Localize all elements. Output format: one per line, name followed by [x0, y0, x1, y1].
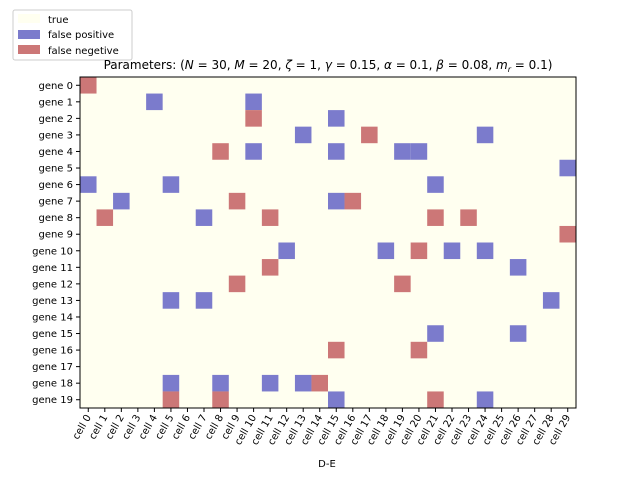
- false-positive-cell: [394, 143, 411, 160]
- x-axis-label: D-E: [318, 459, 336, 470]
- false-positive-cell: [542, 292, 560, 309]
- false-positive-cell: [278, 242, 295, 260]
- y-tick-label: gene 9: [38, 230, 73, 241]
- false-positive-cell: [212, 374, 229, 392]
- y-tick-label: gene 3: [38, 130, 73, 141]
- false-negative-cell: [212, 143, 229, 160]
- false-positive-cell: [328, 192, 345, 210]
- y-tick-label: gene 8: [38, 213, 73, 224]
- false-positive-cell: [245, 143, 262, 160]
- y-tick-label: gene 10: [32, 246, 73, 257]
- y-tick-label: gene 11: [32, 263, 73, 274]
- false-negative-cell: [410, 341, 428, 359]
- false-negative-cell: [96, 209, 114, 226]
- y-tick-label: gene 0: [38, 81, 73, 92]
- false-negative-cell: [427, 209, 444, 226]
- false-negative-cell: [361, 126, 378, 144]
- y-tick-label: gene 7: [38, 197, 73, 208]
- false-positive-cell: [80, 176, 97, 193]
- y-tick-label: gene 12: [32, 279, 73, 290]
- y-tick-label: gene 1: [38, 97, 73, 108]
- false-negative-cell: [344, 192, 362, 210]
- false-positive-cell: [559, 159, 576, 177]
- y-tick-label: gene 13: [32, 296, 73, 307]
- false-positive-cell: [294, 374, 312, 392]
- false-positive-cell: [509, 325, 527, 342]
- legend-swatch-true: [18, 14, 40, 23]
- false-positive-cell: [162, 292, 180, 309]
- false-positive-cell: [245, 93, 262, 111]
- false-positive-cell: [427, 176, 444, 193]
- false-negative-cell: [80, 77, 97, 94]
- false-positive-cell: [328, 110, 345, 127]
- false-positive-cell: [509, 259, 527, 276]
- legend-swatch-false-negative: [18, 45, 40, 54]
- false-positive-cell: [476, 126, 494, 144]
- false-positive-cell: [195, 292, 213, 309]
- legend: true false positive false negetive: [12, 9, 133, 61]
- false-negative-cell: [261, 259, 279, 276]
- legend-label-true: true: [48, 15, 69, 26]
- false-negative-cell: [261, 209, 279, 226]
- plot-background: [80, 77, 576, 408]
- false-negative-cell: [245, 110, 262, 127]
- false-positive-cell: [195, 209, 213, 226]
- legend-frame: [12, 9, 133, 61]
- false-negative-cell: [162, 391, 180, 408]
- false-positive-cell: [261, 374, 279, 392]
- legend-swatch-false-positive: [18, 30, 40, 39]
- false-positive-cell: [294, 126, 312, 144]
- y-tick-label: gene 16: [32, 346, 73, 357]
- y-axis: gene 0 gene 1 gene 2 gene 3 gene 4 gene 5 gene…: [32, 81, 80, 406]
- false-negative-cell: [427, 391, 444, 408]
- y-tick-label: gene 14: [32, 312, 73, 323]
- y-tick-label: gene 15: [32, 329, 73, 340]
- plot-area: [79, 76, 577, 409]
- false-negative-cell: [460, 209, 477, 226]
- false-positive-cell: [476, 242, 494, 260]
- y-tick-label: gene 4: [38, 147, 73, 158]
- chart-title: Parameters: (N = 30, M = 20, ζ = 1, γ = …: [104, 58, 553, 74]
- y-tick-label: gene 2: [38, 114, 73, 125]
- false-negative-cell: [410, 242, 428, 260]
- y-tick-label: gene 6: [38, 180, 73, 191]
- false-negative-cell: [311, 374, 328, 392]
- false-positive-cell: [328, 391, 345, 408]
- legend-label-false-positive: false positive: [48, 30, 114, 41]
- false-negative-cell: [559, 225, 576, 243]
- plot-frame: [79, 76, 577, 409]
- false-positive-cell: [427, 325, 444, 342]
- legend-label-false-negative: false negetive: [48, 46, 119, 57]
- false-negative-cell: [228, 275, 246, 293]
- false-positive-cell: [410, 143, 428, 160]
- heatmap-cells: [80, 77, 576, 408]
- false-positive-cell: [328, 143, 345, 160]
- false-negative-cell: [228, 192, 246, 210]
- false-negative-cell: [212, 391, 229, 408]
- false-positive-cell: [443, 242, 461, 260]
- y-tick-label: gene 19: [32, 395, 73, 406]
- y-tick-label: gene 17: [32, 362, 73, 373]
- false-positive-cell: [146, 93, 163, 111]
- y-tick-label: gene 5: [38, 164, 73, 175]
- false-positive-cell: [162, 374, 180, 392]
- false-positive-cell: [377, 242, 395, 260]
- false-negative-cell: [394, 275, 411, 293]
- false-negative-cell: [328, 341, 345, 359]
- false-positive-cell: [476, 391, 494, 408]
- false-positive-cell: [113, 192, 130, 210]
- y-tick-label: gene 18: [32, 379, 73, 390]
- false-positive-cell: [162, 176, 180, 193]
